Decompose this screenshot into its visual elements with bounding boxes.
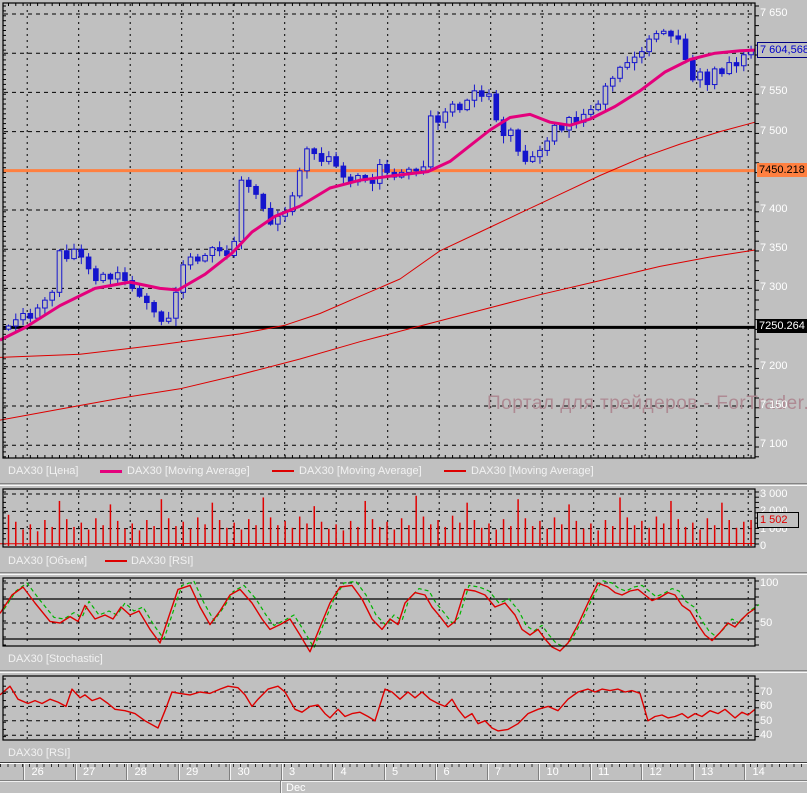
date-separator: [23, 764, 25, 780]
date-separator: [538, 764, 540, 780]
date-label: 11: [598, 766, 610, 778]
legend-item-volume[interactable]: DAX30 [Объем]: [8, 555, 88, 567]
legend-item-ma3[interactable]: DAX30 [Moving Average]: [471, 465, 594, 477]
date-separator: [744, 764, 746, 780]
legend-volume: DAX30 [Объем] DAX30 [RSI]: [0, 551, 807, 571]
date-label: 3: [289, 766, 296, 778]
legend-item-ma2[interactable]: DAX30 [Moving Average]: [299, 465, 422, 477]
date-separator: [383, 764, 386, 780]
date-separator: [692, 764, 695, 780]
panel-divider: [0, 572, 807, 575]
panel-divider: [0, 483, 807, 486]
date-separator: [177, 764, 180, 780]
ma-pink-swatch-icon: [100, 470, 122, 473]
date-label: 4: [340, 766, 347, 778]
month-label: Dec: [286, 782, 306, 793]
legend-stochastic: DAX30 [Stochastic]: [0, 649, 807, 669]
date-separator: [589, 764, 592, 780]
date-label: 5: [392, 766, 399, 778]
date-label: 27: [83, 766, 96, 778]
legend-item-rsi[interactable]: DAX30 [RSI]: [8, 747, 71, 759]
legend-item-stochastic[interactable]: DAX30 [Stochastic]: [8, 653, 103, 665]
legend-rsi: DAX30 [RSI]: [0, 743, 807, 763]
ma-red-swatch-icon: [272, 470, 294, 472]
date-separator: [126, 764, 128, 780]
date-axis-days-row: 26 27 28 29 30 3 4 5 6 7 10 11 12 13 14: [0, 764, 807, 780]
ma-red-swatch-icon: [444, 470, 466, 472]
date-label: 30: [237, 766, 250, 778]
date-axis-month-row: Dec: [0, 780, 807, 793]
date-axis: 26 27 28 29 30 3 4 5 6 7 10 11 12 13 14 Dec: [0, 762, 807, 793]
date-label: 14: [752, 766, 765, 778]
legend-main-chart: DAX30 [Цена] DAX30 [Moving Average] DAX3…: [0, 461, 807, 481]
date-separator: [641, 764, 643, 780]
date-label: 28: [134, 766, 147, 778]
rsi-red-swatch-icon: [105, 560, 127, 562]
legend-item-volume-rsi[interactable]: DAX30 [RSI]: [131, 555, 194, 567]
panel-divider: [0, 670, 807, 673]
date-label: 7: [495, 766, 502, 778]
date-separator: [486, 764, 489, 780]
watermark: Портал для трейдеров - ForTrader.ru: [487, 393, 807, 414]
date-separator: [229, 764, 231, 780]
date-label: 12: [649, 766, 662, 778]
legend-item-ma1[interactable]: DAX30 [Moving Average]: [127, 465, 250, 477]
month-separator: [280, 781, 282, 793]
date-label: 29: [186, 766, 199, 778]
date-label: 10: [546, 766, 559, 778]
date-separator: [280, 764, 283, 780]
date-separator: [74, 764, 77, 780]
date-label: 26: [31, 766, 44, 778]
date-separator: [332, 764, 334, 780]
legend-item-price[interactable]: DAX30 [Цена]: [8, 465, 79, 477]
date-separator: [435, 764, 437, 780]
date-label: 6: [443, 766, 450, 778]
date-label: 13: [701, 766, 714, 778]
